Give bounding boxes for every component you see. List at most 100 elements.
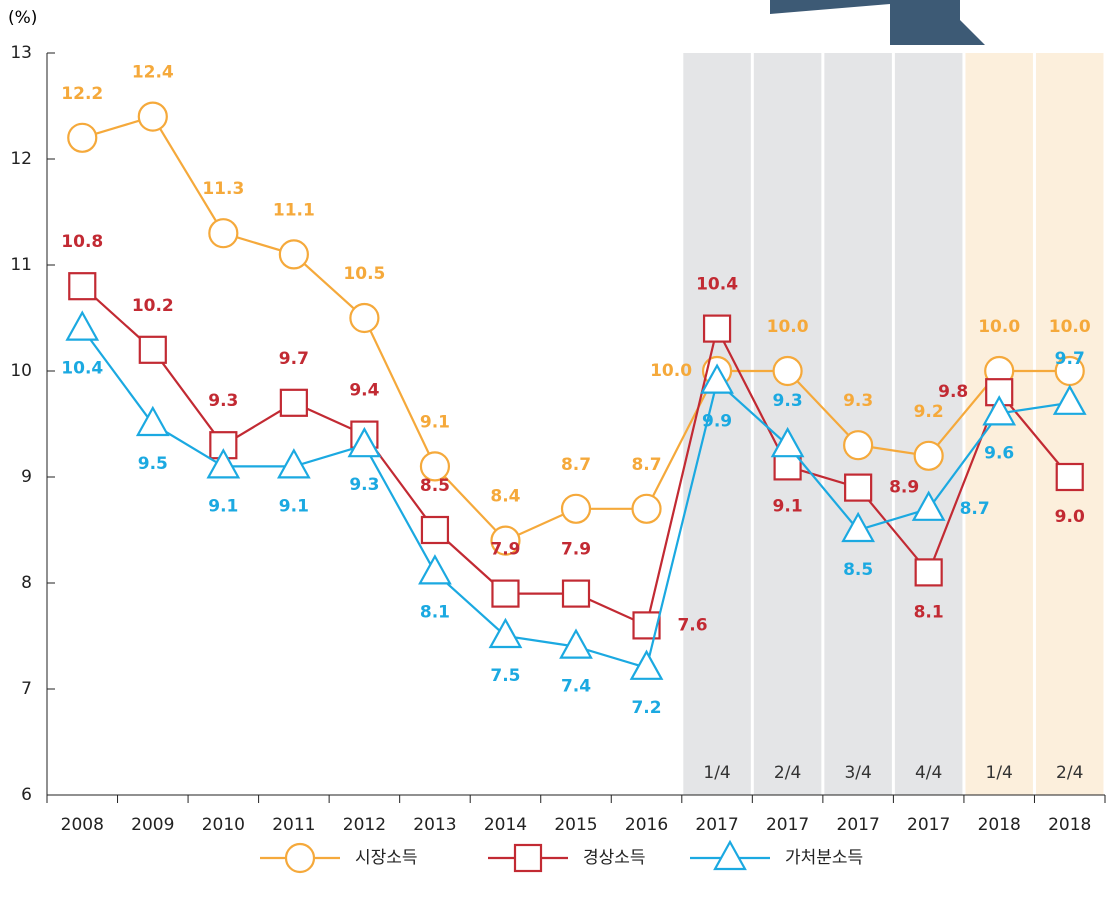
- quarter-label: 1/4: [986, 763, 1013, 783]
- legend-label: 시장소득: [355, 848, 418, 868]
- value-label: 10.2: [132, 296, 174, 316]
- value-label: 9.3: [843, 391, 873, 411]
- quarter-label: 4/4: [915, 763, 942, 783]
- value-label: 8.7: [960, 499, 990, 519]
- value-label: 8.7: [561, 455, 591, 475]
- value-label: 8.5: [843, 560, 873, 580]
- value-label: 9.0: [1055, 507, 1085, 527]
- value-label: 7.4: [561, 677, 591, 697]
- point: [140, 337, 166, 363]
- value-label: 10.4: [61, 359, 103, 379]
- point: [420, 556, 450, 583]
- value-label: 8.1: [420, 602, 450, 622]
- value-label: 9.1: [420, 412, 450, 432]
- y-tick-label: 12: [10, 149, 32, 169]
- shade-band: [1036, 53, 1104, 795]
- point: [209, 219, 237, 247]
- point: [774, 357, 802, 385]
- x-tick-label: 2017: [695, 815, 738, 835]
- x-tick-label: 2009: [131, 815, 174, 835]
- point: [492, 581, 518, 607]
- point: [67, 313, 97, 340]
- y-tick-label: 10: [10, 361, 32, 381]
- point: [138, 408, 168, 435]
- value-label: 10.8: [61, 232, 103, 252]
- value-label: 7.9: [490, 540, 520, 560]
- quarter-label: 1/4: [703, 763, 730, 783]
- x-tick-label: 2018: [1048, 815, 1091, 835]
- point: [69, 273, 95, 299]
- value-label: 8.4: [490, 487, 520, 507]
- y-tick-label: 13: [10, 43, 32, 63]
- value-label: 12.4: [132, 63, 174, 83]
- value-label: 9.3: [349, 475, 379, 495]
- value-label: 11.1: [273, 200, 315, 220]
- shade-band: [824, 53, 892, 795]
- x-tick-label: 2018: [978, 815, 1021, 835]
- value-label: 9.9: [702, 412, 732, 432]
- legend-label: 경상소득: [583, 848, 646, 868]
- point: [916, 559, 942, 585]
- x-tick-label: 2011: [272, 815, 315, 835]
- legend-label: 가처분소득: [785, 848, 863, 868]
- x-tick-label: 2015: [554, 815, 597, 835]
- point: [515, 845, 541, 871]
- chart: (%) 1/42/43/44/41/42/4678910111213200820…: [0, 0, 1107, 901]
- point: [350, 304, 378, 332]
- point: [633, 495, 661, 523]
- decoration: [770, 0, 985, 45]
- quarter-label: 3/4: [844, 763, 871, 783]
- value-label: 10.0: [767, 317, 809, 337]
- value-label: 9.1: [279, 496, 309, 516]
- value-label: 8.1: [914, 602, 944, 622]
- point: [281, 390, 307, 416]
- point: [422, 517, 448, 543]
- x-tick-label: 2008: [61, 815, 104, 835]
- value-label: 9.4: [349, 381, 379, 401]
- value-label: 9.6: [984, 443, 1014, 463]
- value-label: 8.9: [889, 478, 919, 498]
- value-label: 10.0: [1049, 317, 1091, 337]
- quarter-label: 2/4: [1056, 763, 1083, 783]
- value-label: 9.3: [208, 391, 238, 411]
- x-tick-label: 2010: [202, 815, 245, 835]
- value-label: 9.5: [138, 454, 168, 474]
- value-label: 7.5: [490, 666, 520, 686]
- value-label: 9.7: [1055, 349, 1085, 369]
- value-label: 12.2: [61, 84, 103, 104]
- x-tick-label: 2017: [766, 815, 809, 835]
- y-tick-label: 8: [21, 573, 32, 593]
- value-label: 9.1: [208, 496, 238, 516]
- point: [562, 495, 590, 523]
- value-label: 9.8: [938, 382, 968, 402]
- x-tick-label: 2016: [625, 815, 668, 835]
- x-tick-label: 2017: [837, 815, 880, 835]
- shade-band: [895, 53, 963, 795]
- point: [704, 316, 730, 342]
- point: [1057, 464, 1083, 490]
- point: [68, 124, 96, 152]
- value-label: 10.0: [978, 317, 1020, 337]
- decoration: [775, 14, 781, 20]
- value-label: 7.6: [677, 615, 707, 635]
- point: [286, 844, 314, 872]
- point: [563, 581, 589, 607]
- point: [845, 475, 871, 501]
- x-tick-label: 2014: [484, 815, 527, 835]
- value-label: 8.5: [420, 476, 450, 496]
- x-tick-label: 2013: [413, 815, 456, 835]
- value-label: 9.2: [914, 402, 944, 422]
- point: [915, 442, 943, 470]
- x-tick-label: 2012: [343, 815, 386, 835]
- value-label: 11.3: [202, 179, 244, 199]
- point: [844, 431, 872, 459]
- point: [715, 842, 745, 869]
- point: [139, 103, 167, 131]
- value-label: 9.3: [773, 391, 803, 411]
- y-tick-label: 7: [21, 679, 32, 699]
- x-tick-label: 2017: [907, 815, 950, 835]
- y-tick-label: 9: [21, 467, 32, 487]
- quarter-label: 2/4: [774, 763, 801, 783]
- point: [280, 240, 308, 268]
- value-label: 10.0: [650, 361, 692, 381]
